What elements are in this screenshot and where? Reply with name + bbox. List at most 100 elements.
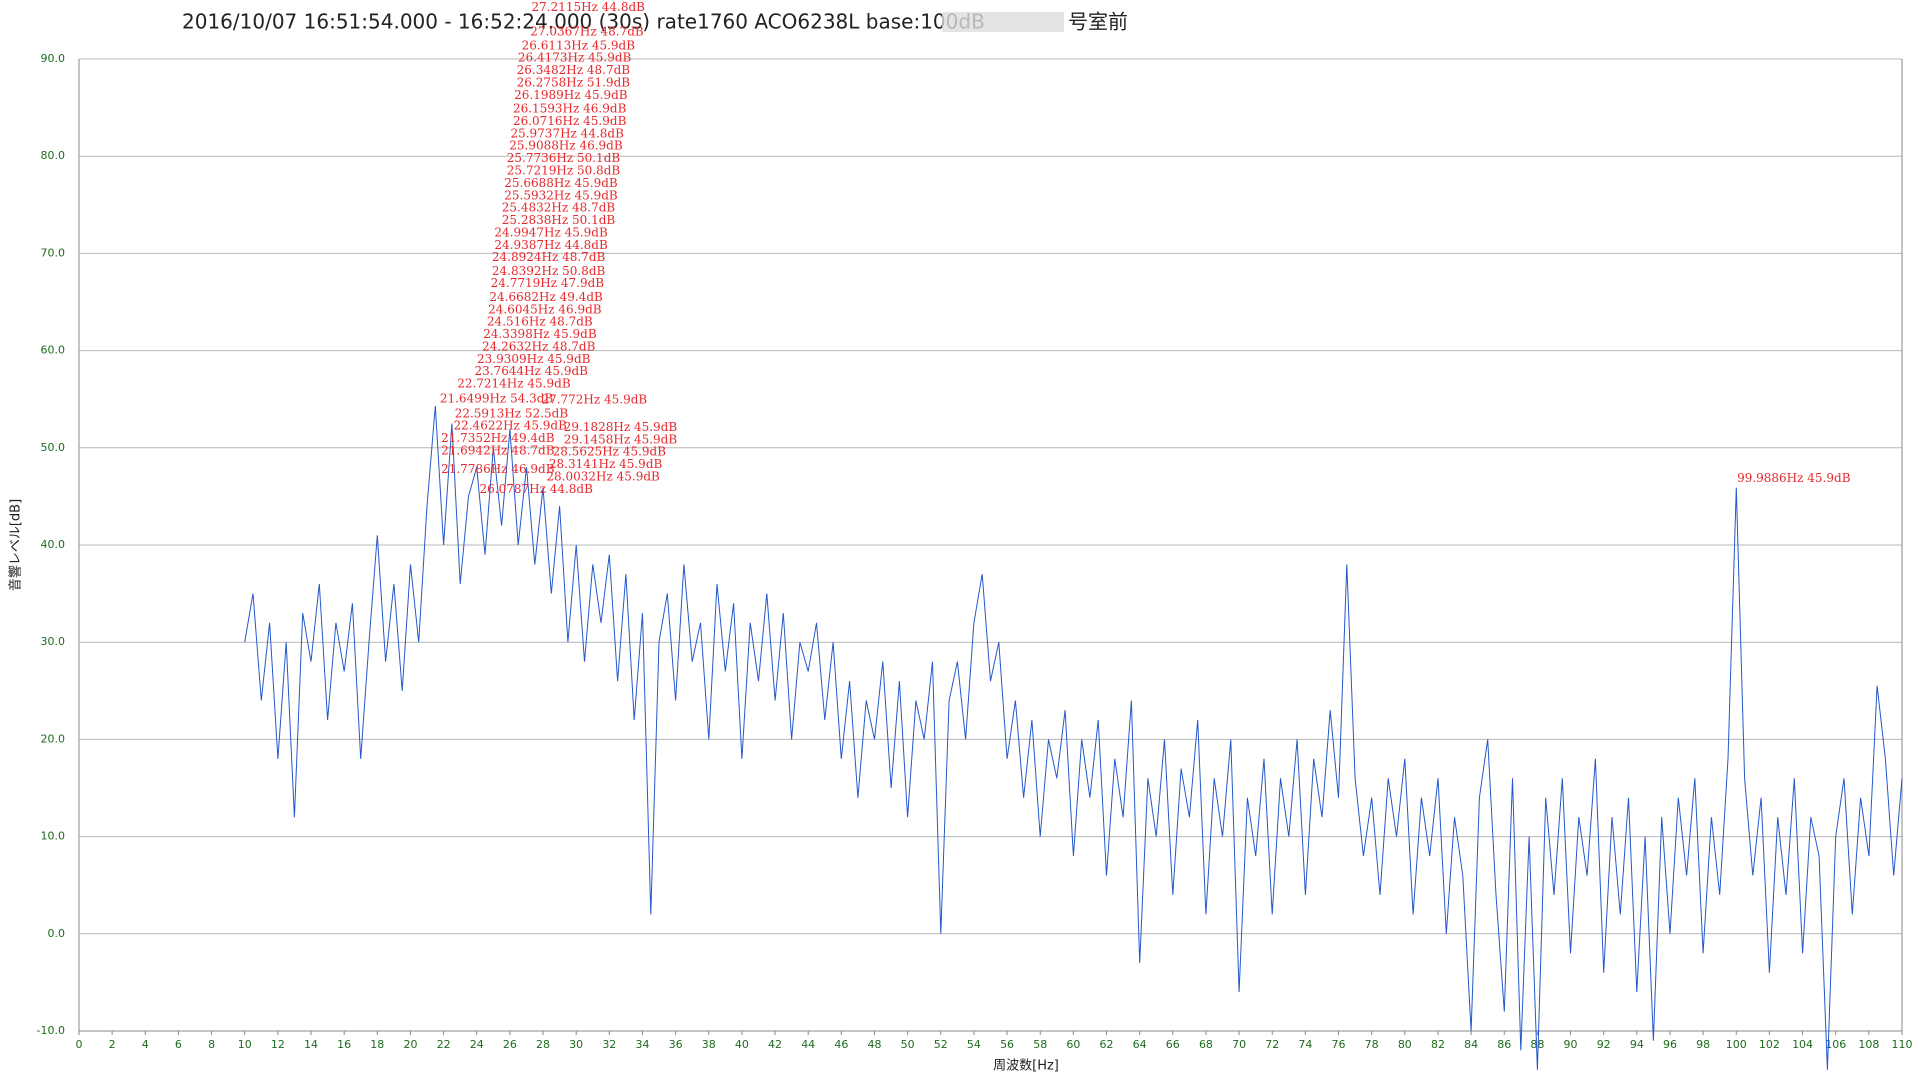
y-tick-label: 80.0 [41,149,66,162]
x-tick-label: 34 [635,1038,649,1051]
peak-annotation: 23.7644Hz 45.9dB [475,364,589,378]
peak-annotation: 25.5932Hz 45.9dB [504,188,618,202]
x-tick-label: 32 [602,1038,616,1051]
peak-annotation: 25.9088Hz 46.9dB [509,139,623,153]
x-tick-label: 84 [1464,1038,1478,1051]
x-tick-label: 42 [768,1038,782,1051]
y-tick-label: -10.0 [37,1024,65,1037]
peak-annotation: 25.9737Hz 44.8dB [510,126,624,140]
y-axis-title: 音響レベル[dB] [8,499,24,591]
peak-annotation: 28.0032Hz 45.9dB [546,470,660,484]
peak-annotation: 28.3141Hz 45.9dB [549,457,663,471]
x-tick-label: 22 [437,1038,451,1051]
peak-annotation: 26.2758Hz 51.9dB [517,76,631,90]
x-tick-label: 80 [1398,1038,1412,1051]
x-tick-label: 40 [735,1038,749,1051]
peak-annotation: 24.6045Hz 46.9dB [488,302,602,316]
peak-annotation: 27.0367Hz 48.7dB [530,25,644,39]
x-tick-label: 36 [669,1038,683,1051]
x-tick-label: 86 [1497,1038,1511,1051]
x-tick-label: 12 [271,1038,285,1051]
x-tick-label: 98 [1696,1038,1710,1051]
y-tick-label: 30.0 [41,635,66,648]
x-tick-label: 24 [470,1038,484,1051]
x-tick-label: 0 [76,1038,83,1051]
x-tick-label: 82 [1431,1038,1445,1051]
chart-title-suffix: 号室前 [1068,10,1128,34]
x-tick-label: 44 [801,1038,815,1051]
x-tick-label: 92 [1597,1038,1611,1051]
peak-annotation: 22.4622Hz 45.9dB [453,419,567,433]
x-tick-label: 16 [337,1038,351,1051]
data-line [244,405,1903,1070]
peak-annotation: 21.6942Hz 48.7dB [441,443,555,457]
peak-annotation: 26.3482Hz 48.7dB [517,63,631,77]
peak-annotation: 24.9387Hz 44.8dB [494,238,608,252]
peak-annotation: 24.516Hz 48.7dB [487,315,593,329]
peak-annotation: 24.8924Hz 48.7dB [492,250,606,264]
x-tick-label: 30 [569,1038,583,1051]
peak-annotation: 25.7219Hz 50.8dB [507,163,621,177]
x-tick-label: 50 [901,1038,915,1051]
x-tick-label: 94 [1630,1038,1644,1051]
y-tick-label: 10.0 [41,830,66,843]
peak-annotation: 26.0716Hz 45.9dB [513,114,627,128]
peak-annotation: 23.9309Hz 45.9dB [477,352,591,366]
x-tick-label: 96 [1663,1038,1677,1051]
x-tick-label: 48 [867,1038,881,1051]
x-tick-label: 62 [1100,1038,1114,1051]
peak-annotation: 29.1828Hz 45.9dB [564,420,678,434]
x-tick-label: 46 [834,1038,848,1051]
x-tick-label: 90 [1564,1038,1578,1051]
x-tick-label: 60 [1066,1038,1080,1051]
peak-annotation: 24.8392Hz 50.8dB [492,264,606,278]
x-tick-label: 102 [1759,1038,1780,1051]
peak-annotation: 21.7352Hz 49.4dB [441,431,555,445]
peak-annotation: 29.1458Hz 45.9dB [564,432,678,446]
peak-annotation: 24.7719Hz 47.9dB [491,276,605,290]
peak-annotation: 26.0787Hz 44.8dB [479,482,593,496]
peak-annotation: 22.7214Hz 45.9dB [457,377,571,391]
x-tick-label: 38 [702,1038,716,1051]
x-tick-label: 68 [1199,1038,1213,1051]
x-tick-label: 56 [1000,1038,1014,1051]
x-tick-label: 8 [208,1038,215,1051]
peak-annotation: 24.3398Hz 45.9dB [483,327,597,341]
peak-annotation: 25.6688Hz 45.9dB [504,176,618,190]
peak-annotation: 27.772Hz 45.9dB [541,393,647,407]
peak-annotation: 22.5913Hz 52.5dB [455,406,569,420]
x-tick-label: 70 [1232,1038,1246,1051]
x-tick-label: 64 [1133,1038,1147,1051]
peak-annotation: 25.2838Hz 50.1dB [502,213,616,227]
x-tick-label: 58 [1033,1038,1047,1051]
peak-annotation: 26.6113Hz 45.9dB [522,38,636,52]
x-tick-label: 76 [1332,1038,1346,1051]
x-tick-label: 20 [403,1038,417,1051]
x-tick-label: 88 [1530,1038,1544,1051]
y-tick-label: 90.0 [41,52,66,65]
x-tick-label: 110 [1892,1038,1913,1051]
x-tick-label: 100 [1726,1038,1747,1051]
x-tick-label: 6 [175,1038,182,1051]
peak-annotation: 25.4832Hz 48.7dB [502,201,616,215]
peak-annotation: 26.1989Hz 45.9dB [514,88,628,102]
x-tick-label: 104 [1792,1038,1813,1051]
peak-annotation: 99.9886Hz 45.9dB [1737,471,1851,485]
y-tick-label: 60.0 [41,344,66,357]
x-tick-label: 28 [536,1038,550,1051]
y-tick-label: 40.0 [41,538,66,551]
x-axis-title: 周波数[Hz] [993,1059,1059,1074]
x-tick-label: 78 [1365,1038,1379,1051]
y-tick-label: 20.0 [41,732,66,745]
peak-annotation: 21.7786Hz 46.9dB [441,462,555,476]
peak-annotation: 25.7736Hz 50.1dB [507,151,621,165]
y-tick-label: 70.0 [41,246,66,259]
x-tick-label: 26 [503,1038,517,1051]
chart-title: 2016/10/07 16:51:54.000 - 16:52:24.000 (… [182,10,985,34]
x-tick-label: 108 [1858,1038,1879,1051]
x-tick-label: 18 [370,1038,384,1051]
y-tick-label: 50.0 [41,441,66,454]
x-tick-label: 66 [1166,1038,1180,1051]
